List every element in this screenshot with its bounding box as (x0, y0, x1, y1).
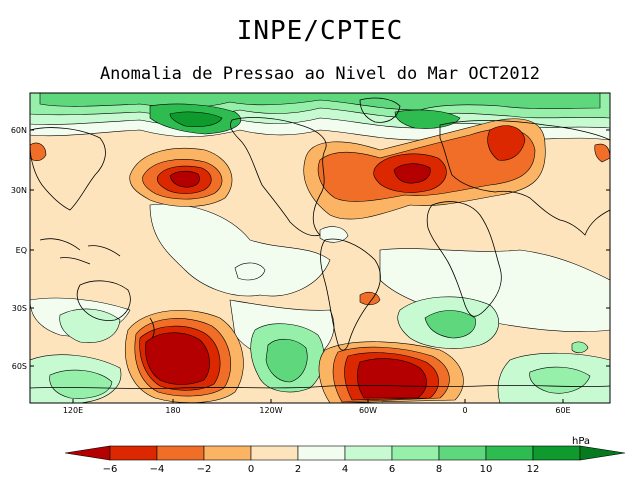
main-title: INPE/CPTEC (236, 16, 404, 46)
lat-label-30n: 30N (11, 186, 27, 195)
lat-ticks (30, 129, 610, 367)
colorbar-swatch (203, 445, 252, 461)
coast-new-zealand (149, 317, 155, 339)
north-high-anomaly (30, 93, 610, 141)
coast-north-america (230, 117, 327, 237)
lon-label-60e: 60E (555, 406, 570, 415)
lat-label-60s: 60S (12, 362, 27, 371)
colorbar-arrow-high (579, 445, 626, 461)
south-pacific-high (30, 308, 610, 403)
colorbar-level-label: 6 (389, 464, 395, 475)
coast-indonesia (39, 238, 121, 265)
colorbar-level-label: −4 (150, 464, 165, 475)
colorbar-unit: hPa (572, 436, 590, 447)
colorbar-swatch (485, 445, 534, 461)
small-positive-cells (234, 226, 349, 281)
lon-ticks (72, 399, 564, 403)
anomaly-field (30, 93, 610, 403)
colorbar-level-label: 4 (342, 464, 348, 475)
map-subtitle: Anomalia de Pressao ao Nivel do Mar OCT2… (99, 64, 541, 84)
lon-label-180: 180 (165, 406, 180, 415)
colorbar-swatch (344, 445, 393, 461)
lon-label-0: 0 (462, 406, 467, 415)
colorbar-arrow-low (64, 445, 111, 461)
colorbar-level-label: 12 (527, 464, 540, 475)
small-anomaly-cells (30, 142, 610, 306)
lon-label-120w: 120W (259, 406, 282, 415)
lon-label-120e: 120E (63, 406, 83, 415)
coast-asia-west (30, 127, 106, 211)
coast-greenland (359, 97, 401, 123)
south-pacific-low (125, 310, 244, 403)
colorbar-swatch (250, 445, 299, 461)
lat-label-30s: 30S (12, 304, 27, 313)
colorbar: −6 −4 −2 0 2 4 6 8 10 12 (64, 445, 626, 475)
colorbar-swatch (438, 445, 487, 461)
coast-australia (76, 280, 131, 321)
coast-eurasia (439, 120, 610, 236)
colorbar-level-label: 0 (248, 464, 254, 475)
map-frame (29, 92, 611, 404)
north-pacific-low (129, 147, 233, 207)
colorbar-swatch (156, 445, 205, 461)
colorbar-level-label: 10 (480, 464, 493, 475)
colorbar-swatch (532, 445, 581, 461)
south-atlantic-low (318, 341, 464, 403)
coastlines (30, 97, 610, 389)
lon-label-60w: 60W (359, 406, 377, 415)
colorbar-level-label: 2 (295, 464, 301, 475)
coast-antarctica (30, 385, 610, 389)
coast-south-america (320, 238, 381, 351)
colorbar-swatch (109, 445, 158, 461)
colorbar-level-label: −6 (103, 464, 118, 475)
lat-label-eq: EQ (16, 246, 27, 255)
colorbar-level-label: 8 (436, 464, 442, 475)
colorbar-level-label: −2 (197, 464, 212, 475)
colorbar-swatch (297, 445, 346, 461)
colorbar-swatch (391, 445, 440, 461)
north-atlantic-low (303, 118, 546, 220)
south-atlantic-high (397, 296, 499, 349)
lat-label-60n: 60N (11, 126, 27, 135)
coast-africa (426, 201, 502, 317)
